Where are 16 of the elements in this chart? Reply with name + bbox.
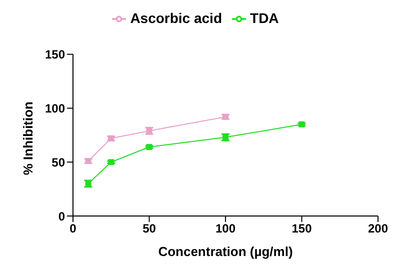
point [146, 144, 152, 150]
y-tick-label: 100 [44, 101, 66, 116]
x-tick-label: 0 [70, 222, 77, 236]
legend-label: Ascorbic acid [130, 10, 222, 26]
x-tick-label: 200 [368, 222, 388, 236]
y-tick-label: 150 [44, 48, 66, 62]
y-tick-label: 50 [52, 155, 66, 170]
x-axis-title: Concentration (µg/ml) [158, 244, 293, 259]
x-tick-label: 50 [142, 222, 156, 236]
legend-label: TDA [250, 10, 279, 26]
point [108, 135, 114, 142]
point [108, 159, 114, 166]
y-axis-title: % Inhibition [20, 101, 36, 176]
x-tick-label: 150 [292, 222, 312, 236]
x-tick-label: 100 [215, 222, 236, 236]
y-tick-label: 0 [58, 209, 66, 224]
